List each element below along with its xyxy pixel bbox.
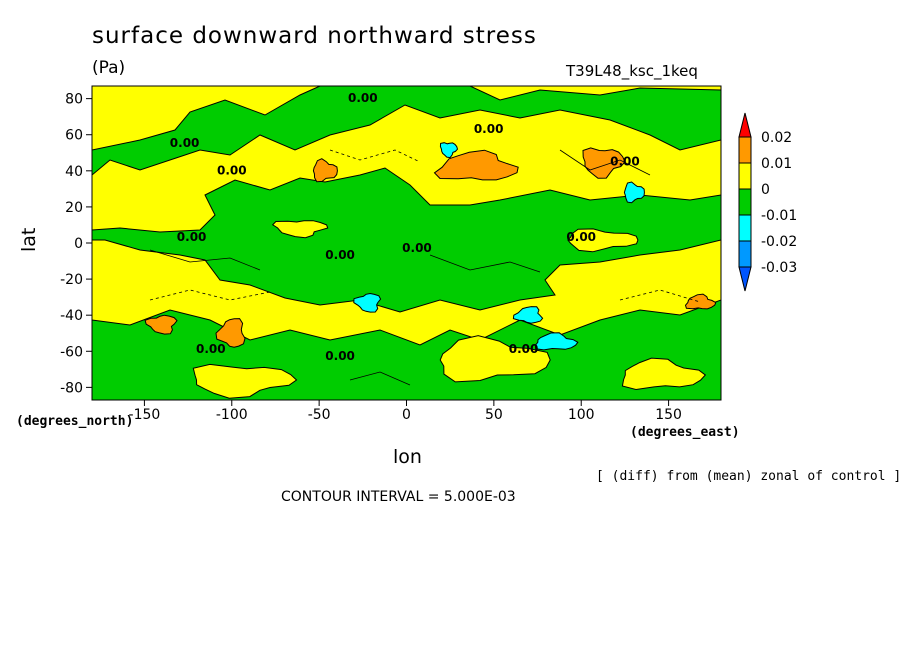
- contour-label: 0.00: [402, 241, 432, 255]
- contour-line: [619, 289, 701, 303]
- x-axis-unit: (degrees_east): [630, 425, 740, 440]
- diff-note: [ (diff) from (mean) zonal of control ]: [596, 469, 902, 484]
- x-tick-label: 0: [402, 407, 411, 423]
- run-id-label: T39L48_ksc_1keq: [566, 62, 698, 80]
- y-tick-label: -20: [60, 272, 83, 288]
- colorbar-level-label: -0.03: [761, 260, 797, 276]
- contour-label: 0.00: [474, 122, 504, 136]
- contour-label: 0.00: [566, 230, 596, 244]
- colored-region: [215, 318, 246, 348]
- colorbar-level-label: -0.01: [761, 208, 797, 224]
- contour-line: [429, 254, 541, 273]
- contour-label: 0.00: [196, 342, 226, 356]
- x-tick-label: -100: [216, 407, 248, 423]
- colorbar-level-label: 0.01: [761, 156, 792, 172]
- colored-region: [534, 332, 579, 351]
- colored-region: [582, 147, 626, 179]
- contour-label: 0.00: [177, 230, 207, 244]
- x-tick-label: 50: [485, 407, 503, 423]
- contour-label: 0.00: [325, 248, 355, 262]
- contour-line: [349, 371, 411, 386]
- y-tick-label: -60: [60, 344, 83, 360]
- contour-label: 0.00: [325, 349, 355, 363]
- contour-line: [149, 249, 261, 271]
- y-tick-label: -40: [60, 308, 83, 324]
- colored-region: [684, 293, 717, 310]
- y-tick-label: 20: [65, 200, 83, 216]
- contour-line: [329, 149, 421, 163]
- region-positive-tropic-island: [271, 220, 329, 239]
- chart-title: surface downward northward stress: [92, 23, 537, 49]
- x-tick-label: -150: [129, 407, 161, 423]
- colored-region: [623, 181, 645, 204]
- region-positive-south-island: [621, 357, 707, 391]
- y-tick-label: 80: [65, 92, 83, 108]
- y-tick-label: 60: [65, 128, 83, 144]
- contour-line: [149, 289, 271, 301]
- y-tick-label: 0: [74, 236, 83, 252]
- units-label: (Pa): [92, 58, 126, 78]
- region-positive-tropic-island: [567, 228, 639, 253]
- colored-region: [312, 158, 338, 183]
- x-tick-label: -50: [308, 407, 331, 423]
- y-tick-label: 40: [65, 164, 83, 180]
- x-tick-label: 100: [568, 407, 595, 423]
- contour-label: 0.00: [348, 91, 378, 105]
- colorbar-swatch: [738, 214, 752, 242]
- region-positive-south-island: [439, 335, 551, 383]
- plot-layer: 0.00 0.00 0.00 0.00 0.00 0.00 0.00 0.00 0.00 0.00…: [92, 86, 721, 400]
- colorbar-swatch: [738, 188, 752, 216]
- colorbar-level-label: -0.02: [761, 234, 797, 250]
- y-axis-unit: (degrees_north): [16, 414, 134, 429]
- region-positive-south-island: [192, 363, 298, 399]
- colored-region: [433, 149, 519, 181]
- colored-region: [512, 306, 544, 324]
- contour-interval: CONTOUR INTERVAL = 5.000E-03: [281, 489, 516, 505]
- colorbar-over-triangle: [738, 112, 752, 138]
- colorbar-swatch: [738, 240, 752, 268]
- colored-region: [144, 314, 178, 335]
- colorbar-swatch: [738, 162, 752, 190]
- colorbar-level-label: 0: [761, 182, 770, 198]
- colored-region: [353, 292, 382, 313]
- region-negative-north: [92, 86, 721, 176]
- x-axis-title: lon: [393, 446, 422, 468]
- contour-label: 0.00: [217, 163, 247, 177]
- contour-label: 0.00: [610, 154, 640, 168]
- contour-line: [559, 149, 651, 176]
- colorbar-swatch: [738, 136, 752, 164]
- contour-label: 0.00: [170, 136, 200, 150]
- region-negative-tropics: [92, 167, 721, 313]
- y-tick-label: -80: [60, 380, 83, 396]
- colorbar-level-label: 0.02: [761, 130, 792, 146]
- colorbar-under-triangle: [738, 266, 752, 292]
- contour-label: 0.00: [509, 342, 539, 356]
- x-tick-label: 150: [655, 407, 682, 423]
- colored-region: [439, 142, 459, 159]
